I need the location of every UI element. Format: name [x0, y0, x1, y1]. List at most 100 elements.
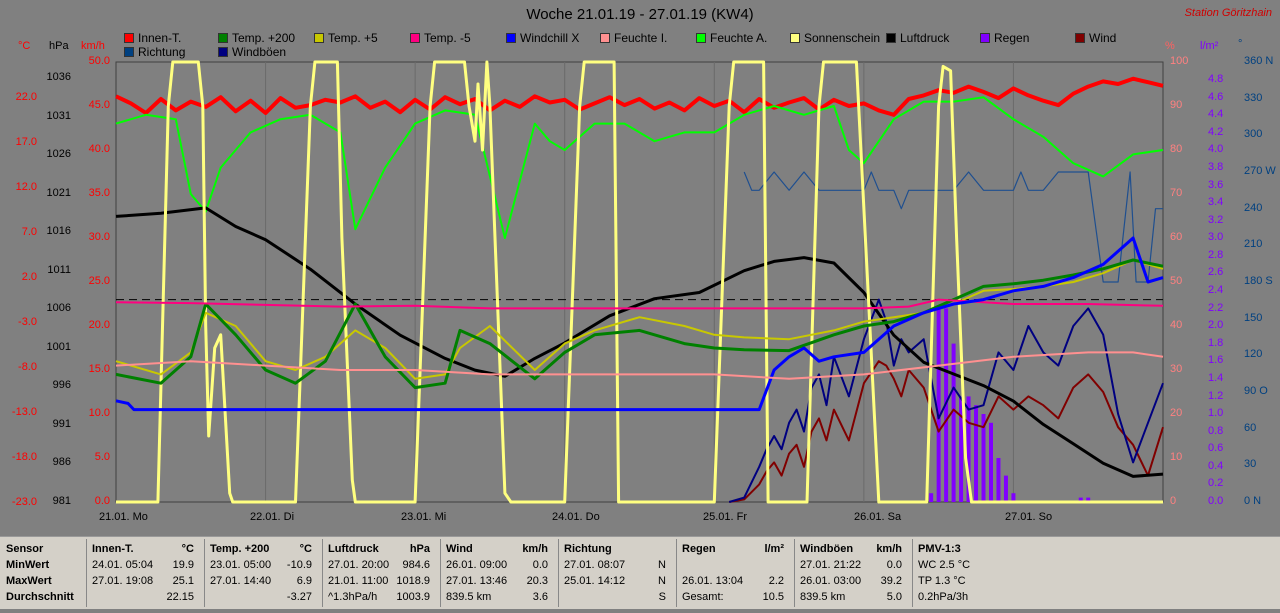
- stats-time: TP 1.3 °C: [918, 575, 966, 587]
- stats-column-name: Richtung: [564, 543, 612, 555]
- direction-tick-label: 180 S: [1244, 275, 1273, 287]
- legend-label: Feuchte I.: [614, 31, 668, 45]
- pressure-tick-label: 1006: [46, 302, 71, 315]
- legend-item: Sonnenschein: [790, 31, 880, 45]
- stats-header: Luftdruck hPa: [328, 541, 436, 557]
- rain-bar: [959, 396, 964, 502]
- legend-swatch: [124, 33, 134, 43]
- temp-tick-label: 22.0: [15, 91, 37, 103]
- direction-tick-label: 30: [1244, 458, 1257, 471]
- stats-row: 839.5 km 3.6: [446, 589, 554, 605]
- weather-chart: [115, 60, 1164, 504]
- rain-tick-label: 4.0: [1208, 143, 1224, 156]
- wind-tick-label: 35.0: [88, 187, 110, 199]
- rain-tick-label: 0.0: [1208, 495, 1224, 507]
- rain-tick-label: 2.0: [1208, 319, 1224, 332]
- stats-row: 839.5 km 5.0: [800, 589, 908, 605]
- rain-tick-label: 1.6: [1208, 354, 1224, 367]
- stats-time: 27.01. 13:46: [446, 575, 508, 587]
- stats-column-unit: km/h: [522, 543, 548, 555]
- legend-item: Temp. +200: [218, 31, 295, 45]
- wind-tick-label: 10.0: [88, 407, 110, 419]
- legend-swatch: [124, 47, 134, 57]
- legend-swatch: [410, 33, 420, 43]
- wind-tick-label: 20.0: [88, 319, 110, 331]
- temp-tick-label: 17.0: [15, 136, 37, 148]
- stats-column: Luftdruck hPa 27.01. 20:00 984.6 21.01. 11:0…: [328, 537, 436, 613]
- stats-time: 27.01. 08:07: [564, 559, 626, 571]
- stats-value: 22.15: [166, 591, 194, 603]
- stats-value: 39.2: [880, 575, 902, 587]
- humidity-tick-label: 30: [1170, 363, 1183, 375]
- stats-value: 6.9: [296, 575, 312, 587]
- legend-item: Wind: [1075, 31, 1116, 45]
- legend-label: Temp. -5: [424, 31, 471, 45]
- x-tick-label: 25.01. Fr: [703, 511, 748, 523]
- stats-separator: [676, 539, 677, 607]
- stats-row: Gesamt: 10.5: [682, 589, 790, 605]
- stats-row: 27.01. 20:00 984.6: [328, 557, 436, 573]
- stats-value: 1003.9: [396, 591, 430, 603]
- stats-value: 1018.9: [396, 575, 430, 587]
- pressure-tick-label: 996: [52, 379, 71, 392]
- legend-swatch: [218, 47, 228, 57]
- pressure-tick-label: 1011: [47, 263, 71, 276]
- rain-tick-label: 1.8: [1208, 336, 1224, 349]
- stats-header: Wind km/h: [446, 541, 554, 557]
- pressure-tick-label: 1001: [46, 340, 71, 353]
- x-tick-label: 26.01. Sa: [854, 511, 902, 523]
- stats-time: Gesamt:: [682, 591, 724, 603]
- temp-tick-label: -18.0: [11, 451, 37, 463]
- series-line-temp-200: [115, 258, 1164, 390]
- stats-separator: [440, 539, 441, 607]
- stats-time: 24.01. 05:04: [92, 559, 154, 571]
- pressure-tick-label: 1016: [46, 225, 71, 238]
- stats-row: 23.01. 05:00 -10.9: [210, 557, 318, 573]
- wind-tick-label: 30.0: [88, 231, 110, 243]
- temp-tick-label: -8.0: [18, 361, 37, 373]
- stats-time: 27.01. 20:00: [328, 559, 390, 571]
- direction-tick-label: 60: [1244, 421, 1257, 434]
- rain-tick-label: 3.8: [1208, 160, 1224, 173]
- rain-tick-label: 0.6: [1208, 442, 1224, 455]
- legend-item: Temp. +5: [314, 31, 378, 45]
- humidity-tick-label: 40: [1170, 319, 1183, 331]
- direction-tick-label: 330: [1244, 91, 1263, 104]
- stats-value: 0.0: [532, 559, 548, 571]
- stats-value: 19.9: [172, 559, 194, 571]
- pressure-tick-label: 986: [52, 456, 71, 469]
- stats-header: Innen-T. °C: [92, 541, 200, 557]
- legend-swatch: [980, 33, 990, 43]
- stats-column: Regen l/m² 26.01. 13:04 2.2 Gesamt: 10.5: [682, 537, 790, 613]
- rain-tick-label: 2.2: [1208, 301, 1224, 314]
- legend-item: Feuchte A.: [696, 31, 767, 45]
- x-tick-label: 27.01. So: [1005, 511, 1053, 523]
- temp-tick-label: -3.0: [18, 316, 37, 328]
- legend-swatch: [696, 33, 706, 43]
- legend-item: Richtung: [124, 45, 185, 59]
- stats-max-label: MaxWert: [6, 575, 52, 587]
- stats-column-unit: °C: [181, 543, 194, 555]
- rain-tick-label: 1.4: [1208, 371, 1224, 384]
- legend-label: Luftdruck: [900, 31, 950, 45]
- stats-time: 26.01. 09:00: [446, 559, 508, 571]
- rain-tick-label: 2.6: [1208, 266, 1224, 279]
- stats-column-name: Regen: [682, 543, 716, 555]
- stats-separator: [794, 539, 795, 607]
- station-name: Station Göritzhain: [1184, 7, 1272, 19]
- rain-tick-label: 0.4: [1208, 459, 1224, 472]
- series-line-feuchte-a-: [115, 96, 1164, 239]
- stats-column: Richtung 27.01. 08:07 N 25.01. 14:12 N S: [564, 537, 672, 613]
- stats-column-unit: °C: [299, 543, 312, 555]
- stats-column-name: Windböen: [800, 543, 854, 555]
- rain-tick-label: 3.0: [1208, 231, 1224, 244]
- legend-label: Windchill X: [520, 31, 580, 45]
- pressure-tick-label: 1036: [46, 71, 71, 83]
- stats-column: Innen-T. °C 24.01. 05:04 19.9 27.01. 19:08 25…: [92, 537, 200, 613]
- stats-value: 20.3: [526, 575, 548, 587]
- stats-column: PMV-1:3 WC 2.5 °C TP 1.3 °C 0.2hPa/3h: [918, 537, 1018, 613]
- humidity-tick-label: 0: [1170, 495, 1177, 507]
- wind-tick-label: 50.0: [88, 55, 110, 67]
- legend-swatch: [886, 33, 896, 43]
- stats-column: Windböen km/h 27.01. 21:22 0.0 26.01. 03:00 3…: [800, 537, 908, 613]
